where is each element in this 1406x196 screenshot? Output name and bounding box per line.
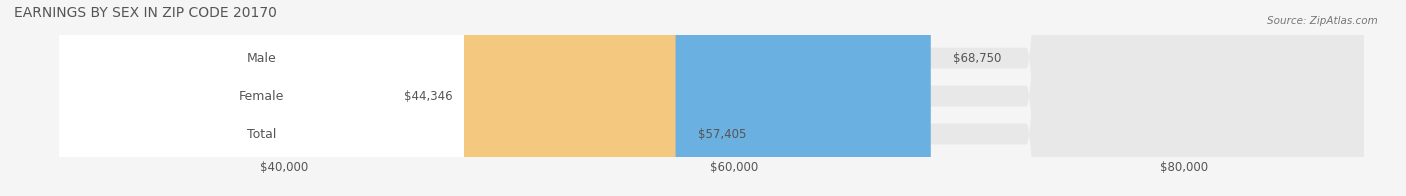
FancyBboxPatch shape bbox=[59, 0, 1364, 196]
Text: $44,346: $44,346 bbox=[405, 90, 453, 103]
FancyBboxPatch shape bbox=[59, 0, 382, 196]
Text: Male: Male bbox=[246, 52, 277, 64]
Text: Source: ZipAtlas.com: Source: ZipAtlas.com bbox=[1267, 16, 1378, 26]
FancyBboxPatch shape bbox=[59, 0, 931, 196]
Text: Female: Female bbox=[239, 90, 284, 103]
FancyBboxPatch shape bbox=[59, 0, 464, 196]
Text: $68,750: $68,750 bbox=[953, 52, 1001, 64]
FancyBboxPatch shape bbox=[59, 0, 1364, 196]
FancyBboxPatch shape bbox=[59, 0, 675, 196]
FancyBboxPatch shape bbox=[59, 0, 464, 196]
FancyBboxPatch shape bbox=[59, 0, 464, 196]
Text: $57,405: $57,405 bbox=[697, 128, 747, 141]
Text: Total: Total bbox=[247, 128, 276, 141]
Text: EARNINGS BY SEX IN ZIP CODE 20170: EARNINGS BY SEX IN ZIP CODE 20170 bbox=[14, 6, 277, 20]
FancyBboxPatch shape bbox=[59, 0, 1364, 196]
